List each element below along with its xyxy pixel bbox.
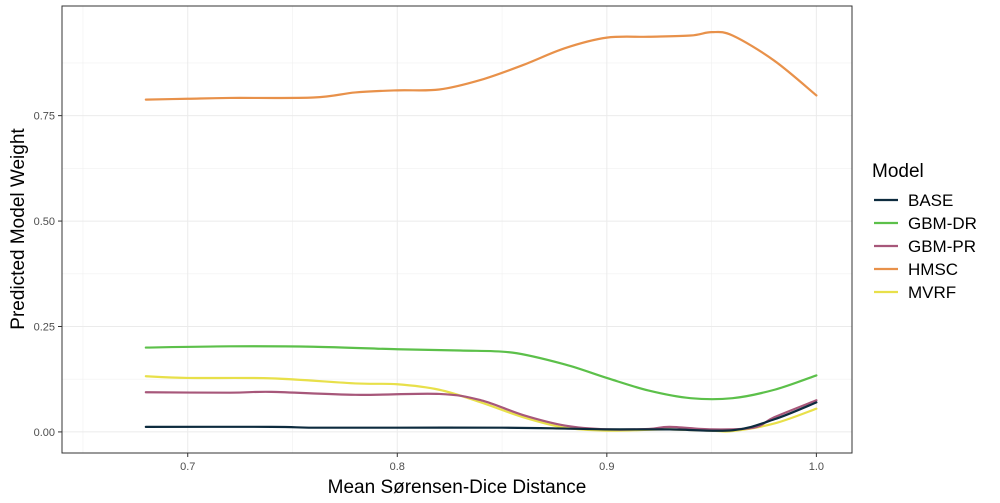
legend-label: MVRF [908, 283, 956, 302]
legend-item-gbm-dr: GBM-DR [874, 214, 977, 233]
legend-title: Model [872, 161, 924, 182]
series-line-base [144, 401, 818, 432]
y-axis-ticks: 0.00 0.25 0.50 0.75 [34, 111, 62, 439]
x-axis-ticks: 0.7 0.8 0.9 1.0 [180, 453, 824, 473]
legend-item-base: BASE [874, 191, 953, 210]
plot-panel [61, 5, 853, 454]
y-axis-title: Predicted Model Weight [8, 128, 29, 330]
x-tick-label: 0.7 [180, 461, 195, 473]
x-tick-label: 0.9 [599, 461, 614, 473]
x-tick-label: 1.0 [809, 461, 824, 473]
series-line-gbm-dr [144, 345, 818, 401]
legend-label: HMSC [908, 260, 958, 279]
legend-item-hmsc: HMSC [874, 260, 958, 279]
legend-label: GBM-PR [908, 237, 976, 256]
legend: Model BASE GBM-DR GBM-PR HMSC MVRF [872, 161, 977, 302]
y-tick-label: 0.25 [34, 321, 55, 333]
series-line-hmsc [144, 30, 818, 101]
legend-item-mvrf: MVRF [874, 283, 956, 302]
x-tick-label: 0.8 [390, 461, 405, 473]
legend-item-gbm-pr: GBM-PR [874, 237, 976, 256]
y-tick-label: 0.75 [34, 111, 55, 123]
y-tick-label: 0.00 [34, 427, 55, 439]
legend-label: BASE [908, 191, 953, 210]
plot-border [61, 5, 853, 454]
series-lines [144, 30, 818, 433]
y-tick-label: 0.50 [34, 216, 55, 228]
x-axis-title: Mean Sørensen-Dice Distance [328, 477, 587, 498]
legend-label: GBM-DR [908, 214, 977, 233]
